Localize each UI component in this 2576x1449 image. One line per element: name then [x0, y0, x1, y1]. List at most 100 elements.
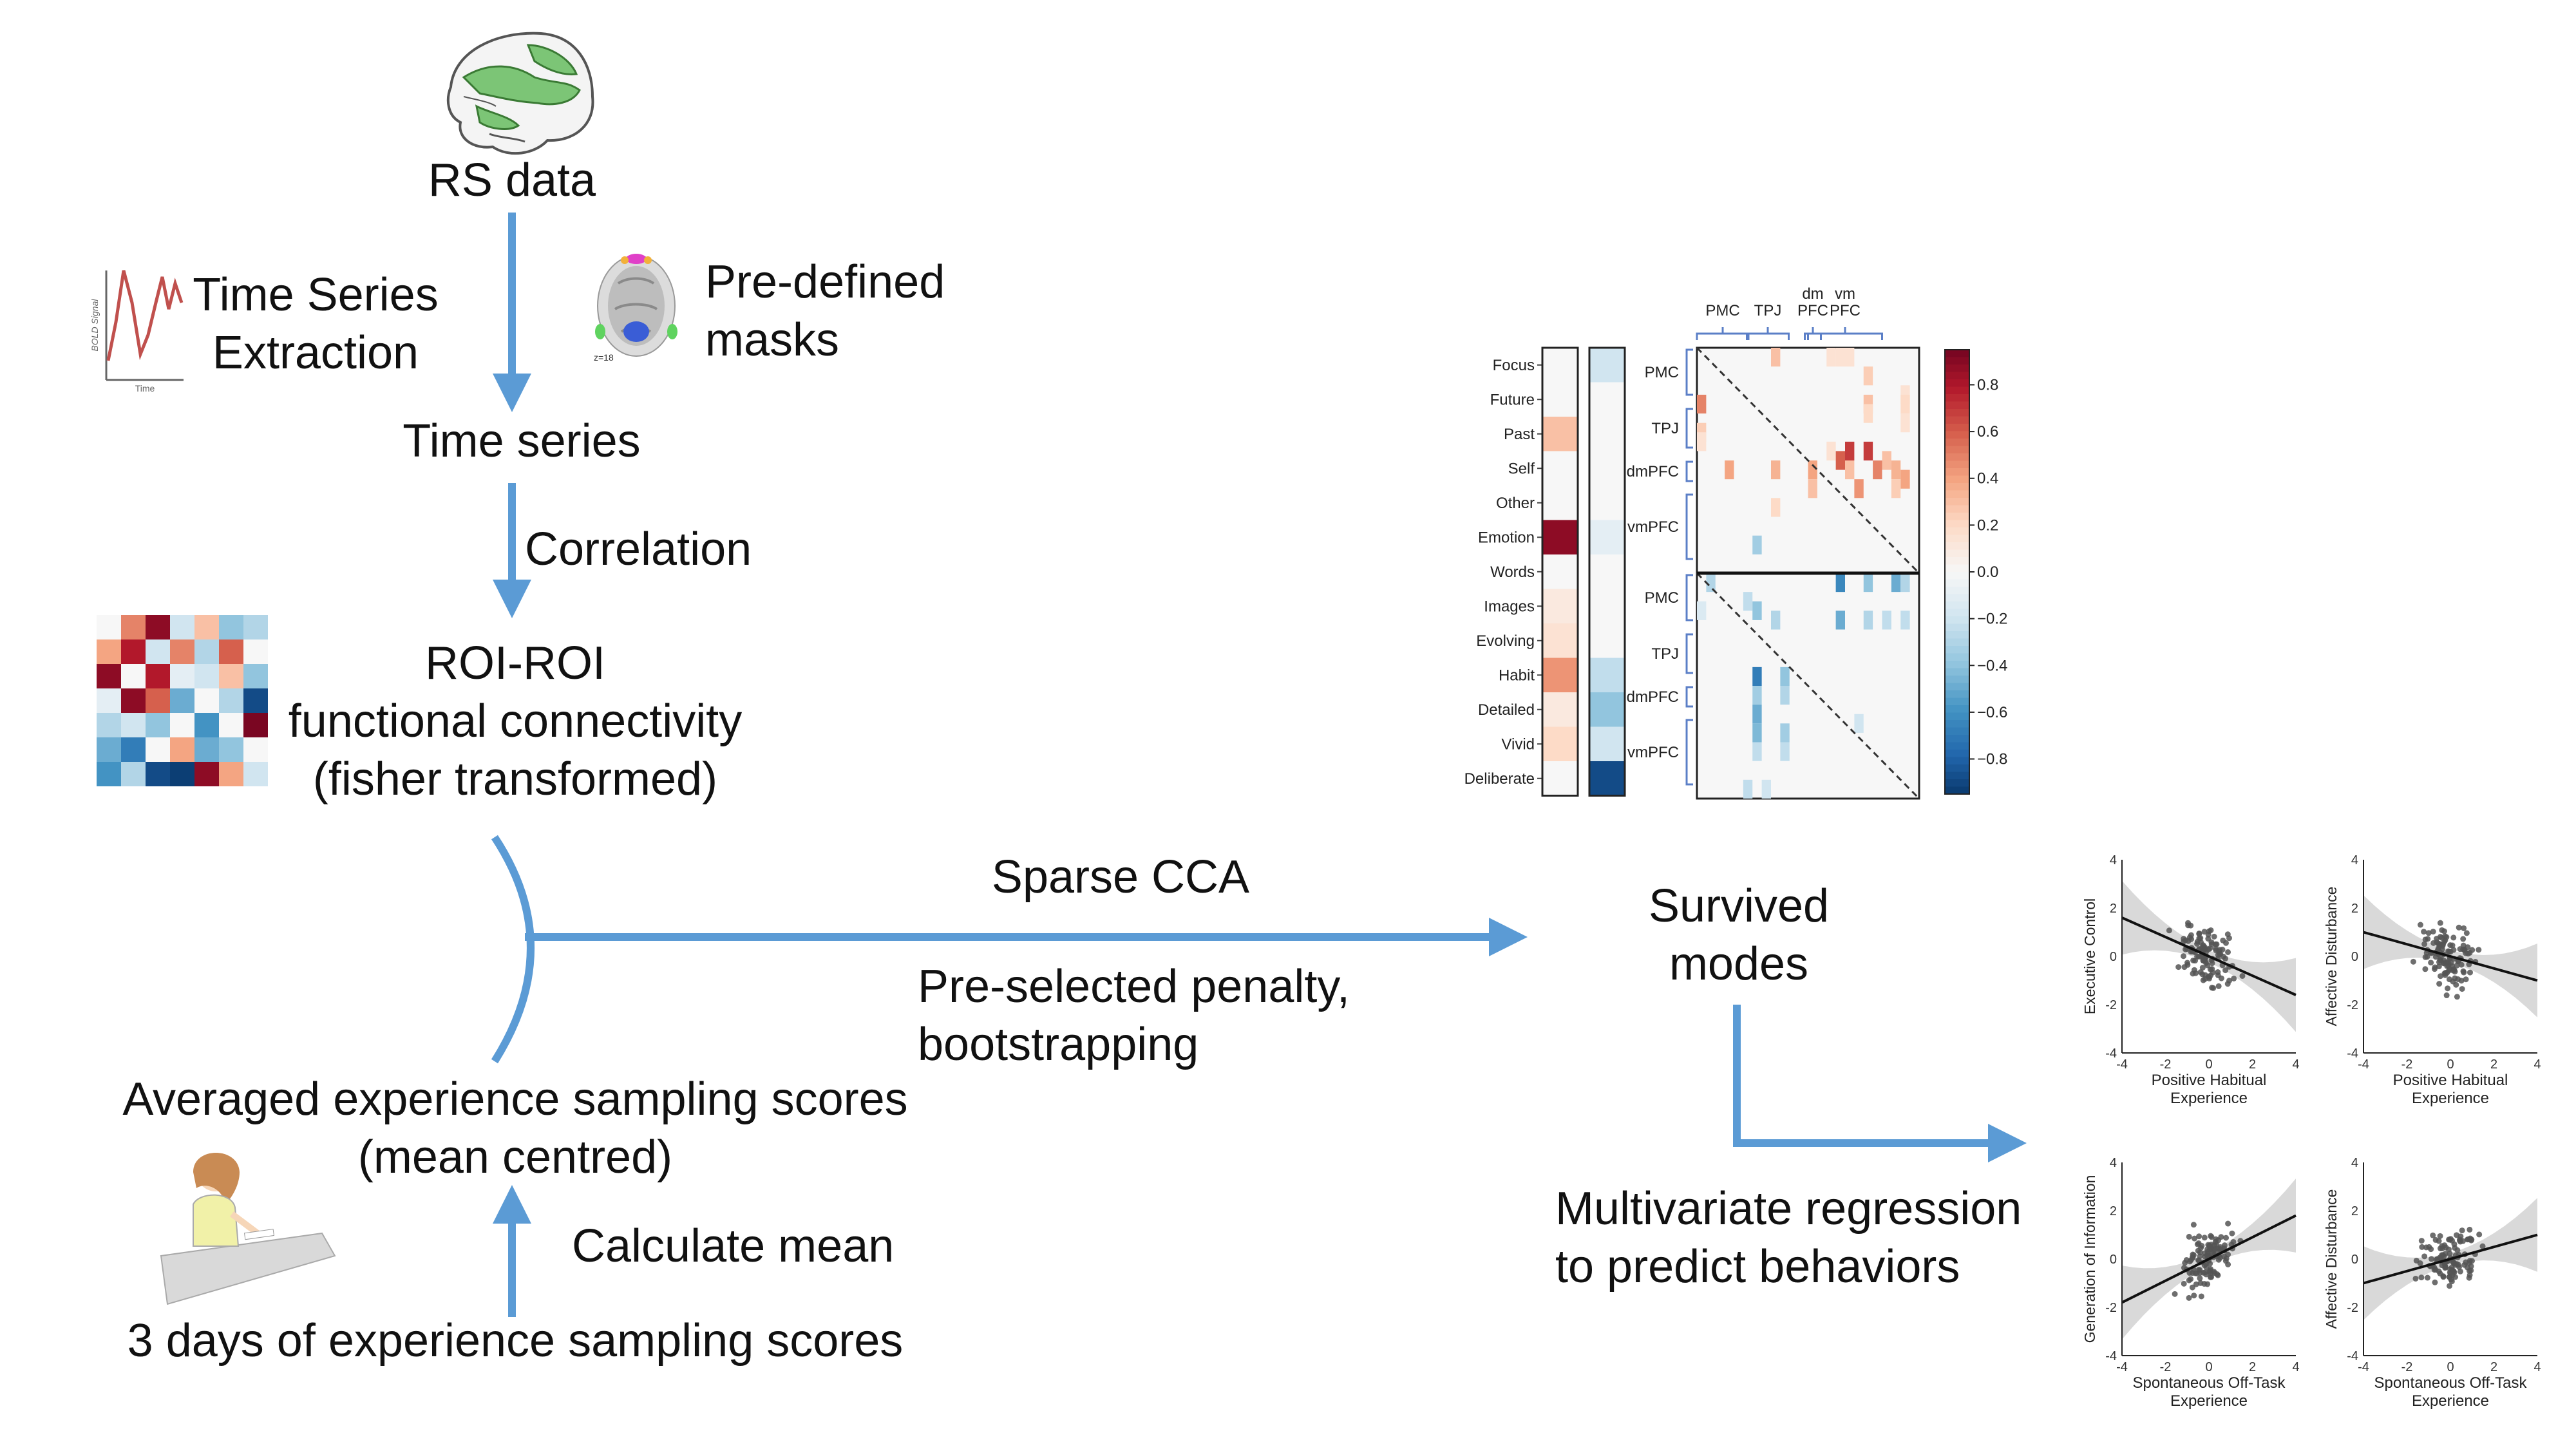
- colorbar-segment: [1945, 786, 1969, 795]
- data-point: [2444, 963, 2450, 969]
- loading-cell-mode1: [1542, 761, 1578, 796]
- x-tick-label: 4: [2292, 1057, 2299, 1072]
- colorbar-segment: [1945, 623, 1969, 632]
- matrix-cell: [1826, 441, 1836, 460]
- data-point: [2213, 947, 2219, 954]
- y-tick-label: -4: [2347, 1349, 2358, 1363]
- fc-icon-cell: [170, 688, 194, 713]
- data-point: [2181, 964, 2188, 971]
- data-point: [2463, 930, 2470, 936]
- data-point: [2186, 934, 2193, 941]
- data-point: [2450, 1260, 2457, 1266]
- data-point: [2231, 975, 2237, 981]
- data-point: [2196, 1233, 2202, 1240]
- sparse-cca-label: Sparse CCA: [991, 851, 1250, 903]
- loading-cell-mode2: [1589, 589, 1625, 623]
- matrix-cell: [1752, 742, 1762, 761]
- colorbar-segment: [1945, 616, 1969, 625]
- arrow-survived-to-regression: [1733, 1005, 2027, 1162]
- matrix-cell: [1697, 601, 1707, 620]
- matrix-cell: [1780, 723, 1790, 743]
- data-point: [2239, 972, 2246, 979]
- colorbar-segment: [1945, 527, 1969, 536]
- data-point: [2469, 947, 2476, 953]
- colorbar-tick-label: −0.6: [1977, 704, 2007, 721]
- loading-row-label: Past: [1504, 426, 1535, 443]
- matrix-cell: [1780, 742, 1790, 761]
- matrix-cell: [1780, 686, 1790, 705]
- matrix-top-brace: [1746, 327, 1790, 340]
- data-point: [2213, 941, 2220, 947]
- fc-icon-cell: [243, 615, 268, 639]
- data-point: [2458, 1233, 2464, 1240]
- data-point: [2446, 976, 2452, 983]
- data-point: [2457, 1238, 2463, 1245]
- data-point: [2425, 930, 2432, 936]
- matrix-cell: [1854, 714, 1864, 733]
- loadings-heatmap: Focus Future Past Self Other Emotion Words Imag…: [1464, 346, 1626, 797]
- loading-cell-mode2: [1589, 658, 1625, 692]
- data-point: [2465, 944, 2471, 951]
- data-point: [2200, 977, 2206, 983]
- data-point: [2434, 939, 2440, 945]
- colorbar-segment: [1945, 439, 1969, 447]
- y-tick-label: 0: [2110, 950, 2117, 964]
- fc-icon-cell: [170, 737, 194, 762]
- fc-icon-cell: [97, 737, 121, 762]
- colorbar-segment: [1945, 379, 1969, 388]
- data-point: [2191, 1293, 2197, 1299]
- x-tick-label: -4: [2116, 1057, 2128, 1072]
- matrix-cell: [1845, 348, 1855, 367]
- matrix-top-brace: [1696, 327, 1750, 340]
- colorbar-tick-label: 0.2: [1977, 516, 1998, 534]
- colorbar-segment: [1945, 742, 1969, 750]
- fc-icon-cell: [194, 713, 219, 737]
- loading-row-label: Self: [1508, 460, 1535, 477]
- data-point: [2180, 953, 2186, 960]
- matrix-cell: [1863, 366, 1873, 386]
- colorbar-segment: [1945, 386, 1969, 395]
- loading-cell-mode2: [1589, 726, 1625, 761]
- scatter-plot-4: -4-4 -2 -2 0 0 2 2 4 4 Spontaneous Off-TaskExperi…: [2323, 1156, 2541, 1410]
- data-point: [2223, 1235, 2230, 1241]
- loading-cell-mode2: [1589, 417, 1625, 451]
- loading-cell-mode2: [1589, 623, 1625, 658]
- fc-icon-cell: [170, 762, 194, 786]
- data-point: [2186, 1233, 2192, 1240]
- x-axis-label: Positive Habitual: [2393, 1072, 2508, 1089]
- data-point: [2206, 1243, 2213, 1249]
- colorbar-segment: [1945, 564, 1969, 573]
- loading-frame-mode2: [1588, 346, 1626, 797]
- fc-icon-cell: [121, 639, 146, 664]
- fc-icon-cell: [194, 762, 219, 786]
- colorbar-segment: [1945, 431, 1969, 439]
- fc-icon-cell: [243, 737, 268, 762]
- data-point: [2201, 929, 2208, 935]
- data-point: [2461, 925, 2467, 931]
- x-tick-label: 2: [2249, 1057, 2256, 1072]
- data-point: [2209, 966, 2215, 972]
- data-point: [2461, 969, 2467, 976]
- loading-cell-mode1: [1542, 554, 1578, 589]
- matrix-cell: [1863, 611, 1873, 630]
- data-point: [2422, 936, 2429, 943]
- colorbar-segment: [1945, 697, 1969, 706]
- matrix-row-label: TPJ: [1651, 420, 1679, 437]
- data-point: [2214, 1271, 2221, 1278]
- fc-icon-cell: [170, 713, 194, 737]
- colorbar-segment: [1945, 646, 1969, 654]
- fc-icon-cell: [219, 688, 243, 713]
- matrix-cell: [1863, 404, 1873, 423]
- matrix-cell: [1771, 611, 1781, 630]
- y-axis-label: Executive Control: [2081, 898, 2098, 1014]
- fc-icon-cell: [121, 688, 146, 713]
- data-point: [2197, 1267, 2203, 1273]
- data-point: [2447, 1236, 2453, 1243]
- data-point: [2193, 1281, 2199, 1287]
- matrix-row-label: dmPFC: [1627, 688, 1679, 706]
- matrix-cell: [1808, 460, 1817, 480]
- fc-icon-cell: [219, 762, 243, 786]
- data-point: [2202, 972, 2208, 978]
- fc-icon-cell: [121, 664, 146, 688]
